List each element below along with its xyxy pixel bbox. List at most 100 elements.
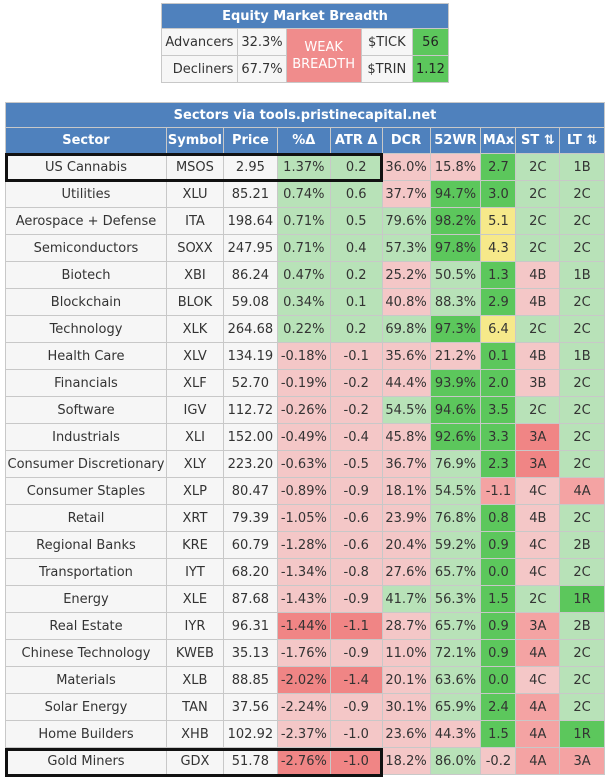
- cell-pct-change: -1.05%: [276, 504, 331, 532]
- cell-price: 223.20: [222, 450, 278, 478]
- cell-lt: 3A: [559, 747, 605, 775]
- header-atr-change[interactable]: ATR Δ: [329, 127, 383, 154]
- cell-symbol: XLF: [165, 369, 224, 397]
- cell-price: 247.95: [222, 234, 278, 262]
- cell-52wr: 94.6%: [429, 396, 482, 424]
- header-symbol[interactable]: Symbol: [165, 127, 224, 154]
- cell-max: 2.4: [480, 693, 517, 721]
- cell-symbol: XLE: [165, 585, 224, 613]
- cell-pct-change: -1.34%: [276, 558, 331, 586]
- cell-symbol: IGV: [165, 396, 224, 424]
- cell-symbol: KWEB: [165, 639, 224, 667]
- cell-st: 3B: [515, 369, 561, 397]
- cell-52wr: 54.5%: [429, 477, 482, 505]
- cell-sector: Blockchain: [5, 288, 167, 316]
- cell-dcr: 23.9%: [381, 504, 431, 532]
- cell-sector: Consumer Discretionary: [5, 450, 167, 478]
- table-row: Materials XLB 88.85 -2.02% -1.4 20.1% 63.6% 0.0…: [5, 666, 605, 694]
- cell-symbol: XHB: [165, 720, 224, 748]
- header-sector[interactable]: Sector: [5, 127, 167, 154]
- table-row: Aerospace + Defense ITA 198.64 0.71% 0.5 79.6…: [5, 207, 605, 235]
- cell-st: 2C: [515, 234, 561, 262]
- cell-sector: Home Builders: [5, 720, 167, 748]
- cell-sector: Chinese Technology: [5, 639, 167, 667]
- cell-52wr: 65.7%: [429, 612, 482, 640]
- breadth-status-line1: WEAK: [304, 39, 343, 55]
- cell-symbol: XBI: [165, 261, 224, 289]
- cell-52wr: 92.6%: [429, 423, 482, 451]
- cell-dcr: 20.4%: [381, 531, 431, 559]
- cell-st: 2C: [515, 315, 561, 343]
- cell-lt: 2C: [559, 369, 605, 397]
- cell-st: 2C: [515, 180, 561, 208]
- cell-price: 102.92: [222, 720, 278, 748]
- table-row: Home Builders XHB 102.92 -2.37% -1.0 23.6% 44.…: [5, 720, 605, 748]
- cell-max: 3.5: [480, 396, 517, 424]
- cell-lt: 1R: [559, 720, 605, 748]
- cell-symbol: KRE: [165, 531, 224, 559]
- header-lt[interactable]: LT ⇅: [559, 127, 605, 154]
- sectors-body: US Cannabis MSOS 2.95 1.37% 0.2 36.0% 15.8% 2.7…: [5, 153, 605, 775]
- cell-52wr: 93.9%: [429, 369, 482, 397]
- cell-st: 3A: [515, 612, 561, 640]
- table-row: Financials XLF 52.70 -0.19% -0.2 44.4% 93.9% 2.…: [5, 369, 605, 397]
- cell-lt: 1B: [559, 261, 605, 289]
- cell-price: 134.19: [222, 342, 278, 370]
- cell-sector: Financials: [5, 369, 167, 397]
- cell-sector: Gold Miners: [5, 747, 167, 775]
- cell-52wr: 21.2%: [429, 342, 482, 370]
- cell-sector: Industrials: [5, 423, 167, 451]
- header-price[interactable]: Price: [222, 127, 278, 154]
- cell-atr-change: 0.4: [329, 234, 383, 262]
- cell-st: 2C: [515, 153, 561, 181]
- cell-lt: 2C: [559, 288, 605, 316]
- cell-lt: 2C: [559, 180, 605, 208]
- cell-dcr: 11.0%: [381, 639, 431, 667]
- cell-dcr: 36.0%: [381, 153, 431, 181]
- cell-sector: Energy: [5, 585, 167, 613]
- cell-atr-change: -0.9: [329, 477, 383, 505]
- breadth-status-line2: BREADTH: [292, 56, 356, 72]
- cell-atr-change: -0.2: [329, 369, 383, 397]
- cell-dcr: 20.1%: [381, 666, 431, 694]
- cell-max: 1.3: [480, 261, 517, 289]
- cell-price: 86.24: [222, 261, 278, 289]
- header-pct-change[interactable]: %Δ: [276, 127, 331, 154]
- cell-pct-change: 0.71%: [276, 234, 331, 262]
- cell-pct-change: -1.43%: [276, 585, 331, 613]
- cell-symbol: XLK: [165, 315, 224, 343]
- breadth-title: Equity Market Breadth: [161, 3, 449, 29]
- cell-sector: Semiconductors: [5, 234, 167, 262]
- cell-st: 4C: [515, 477, 561, 505]
- header-st[interactable]: ST ⇅: [515, 127, 561, 154]
- cell-atr-change: -0.9: [329, 585, 383, 613]
- cell-pct-change: -0.49%: [276, 423, 331, 451]
- cell-symbol: XLI: [165, 423, 224, 451]
- header-52wr[interactable]: 52WR: [429, 127, 482, 154]
- equity-market-breadth-table: Equity Market Breadth Advancers 32.3% WE…: [160, 3, 450, 83]
- cell-price: 152.00: [222, 423, 278, 451]
- cell-st: 3A: [515, 423, 561, 451]
- cell-atr-change: 0.5: [329, 207, 383, 235]
- header-dcr[interactable]: DCR: [381, 127, 431, 154]
- cell-dcr: 35.6%: [381, 342, 431, 370]
- cell-52wr: 76.9%: [429, 450, 482, 478]
- table-row: Real Estate IYR 96.31 -1.44% -1.1 28.7% 65.7% 0…: [5, 612, 605, 640]
- cell-dcr: 40.8%: [381, 288, 431, 316]
- cell-max: 0.8: [480, 504, 517, 532]
- cell-dcr: 69.8%: [381, 315, 431, 343]
- cell-symbol: XRT: [165, 504, 224, 532]
- cell-dcr: 27.6%: [381, 558, 431, 586]
- header-max[interactable]: MAx: [480, 127, 517, 154]
- cell-52wr: 59.2%: [429, 531, 482, 559]
- cell-dcr: 36.7%: [381, 450, 431, 478]
- cell-lt: 2C: [559, 207, 605, 235]
- cell-symbol: IYR: [165, 612, 224, 640]
- cell-st: 4A: [515, 639, 561, 667]
- cell-st: 4C: [515, 558, 561, 586]
- cell-atr-change: 0.2: [329, 153, 383, 181]
- cell-symbol: XLV: [165, 342, 224, 370]
- tick-value: 56: [411, 28, 450, 56]
- table-row: Health Care XLV 134.19 -0.18% -0.1 35.6% 21.2%…: [5, 342, 605, 370]
- cell-atr-change: 0.6: [329, 180, 383, 208]
